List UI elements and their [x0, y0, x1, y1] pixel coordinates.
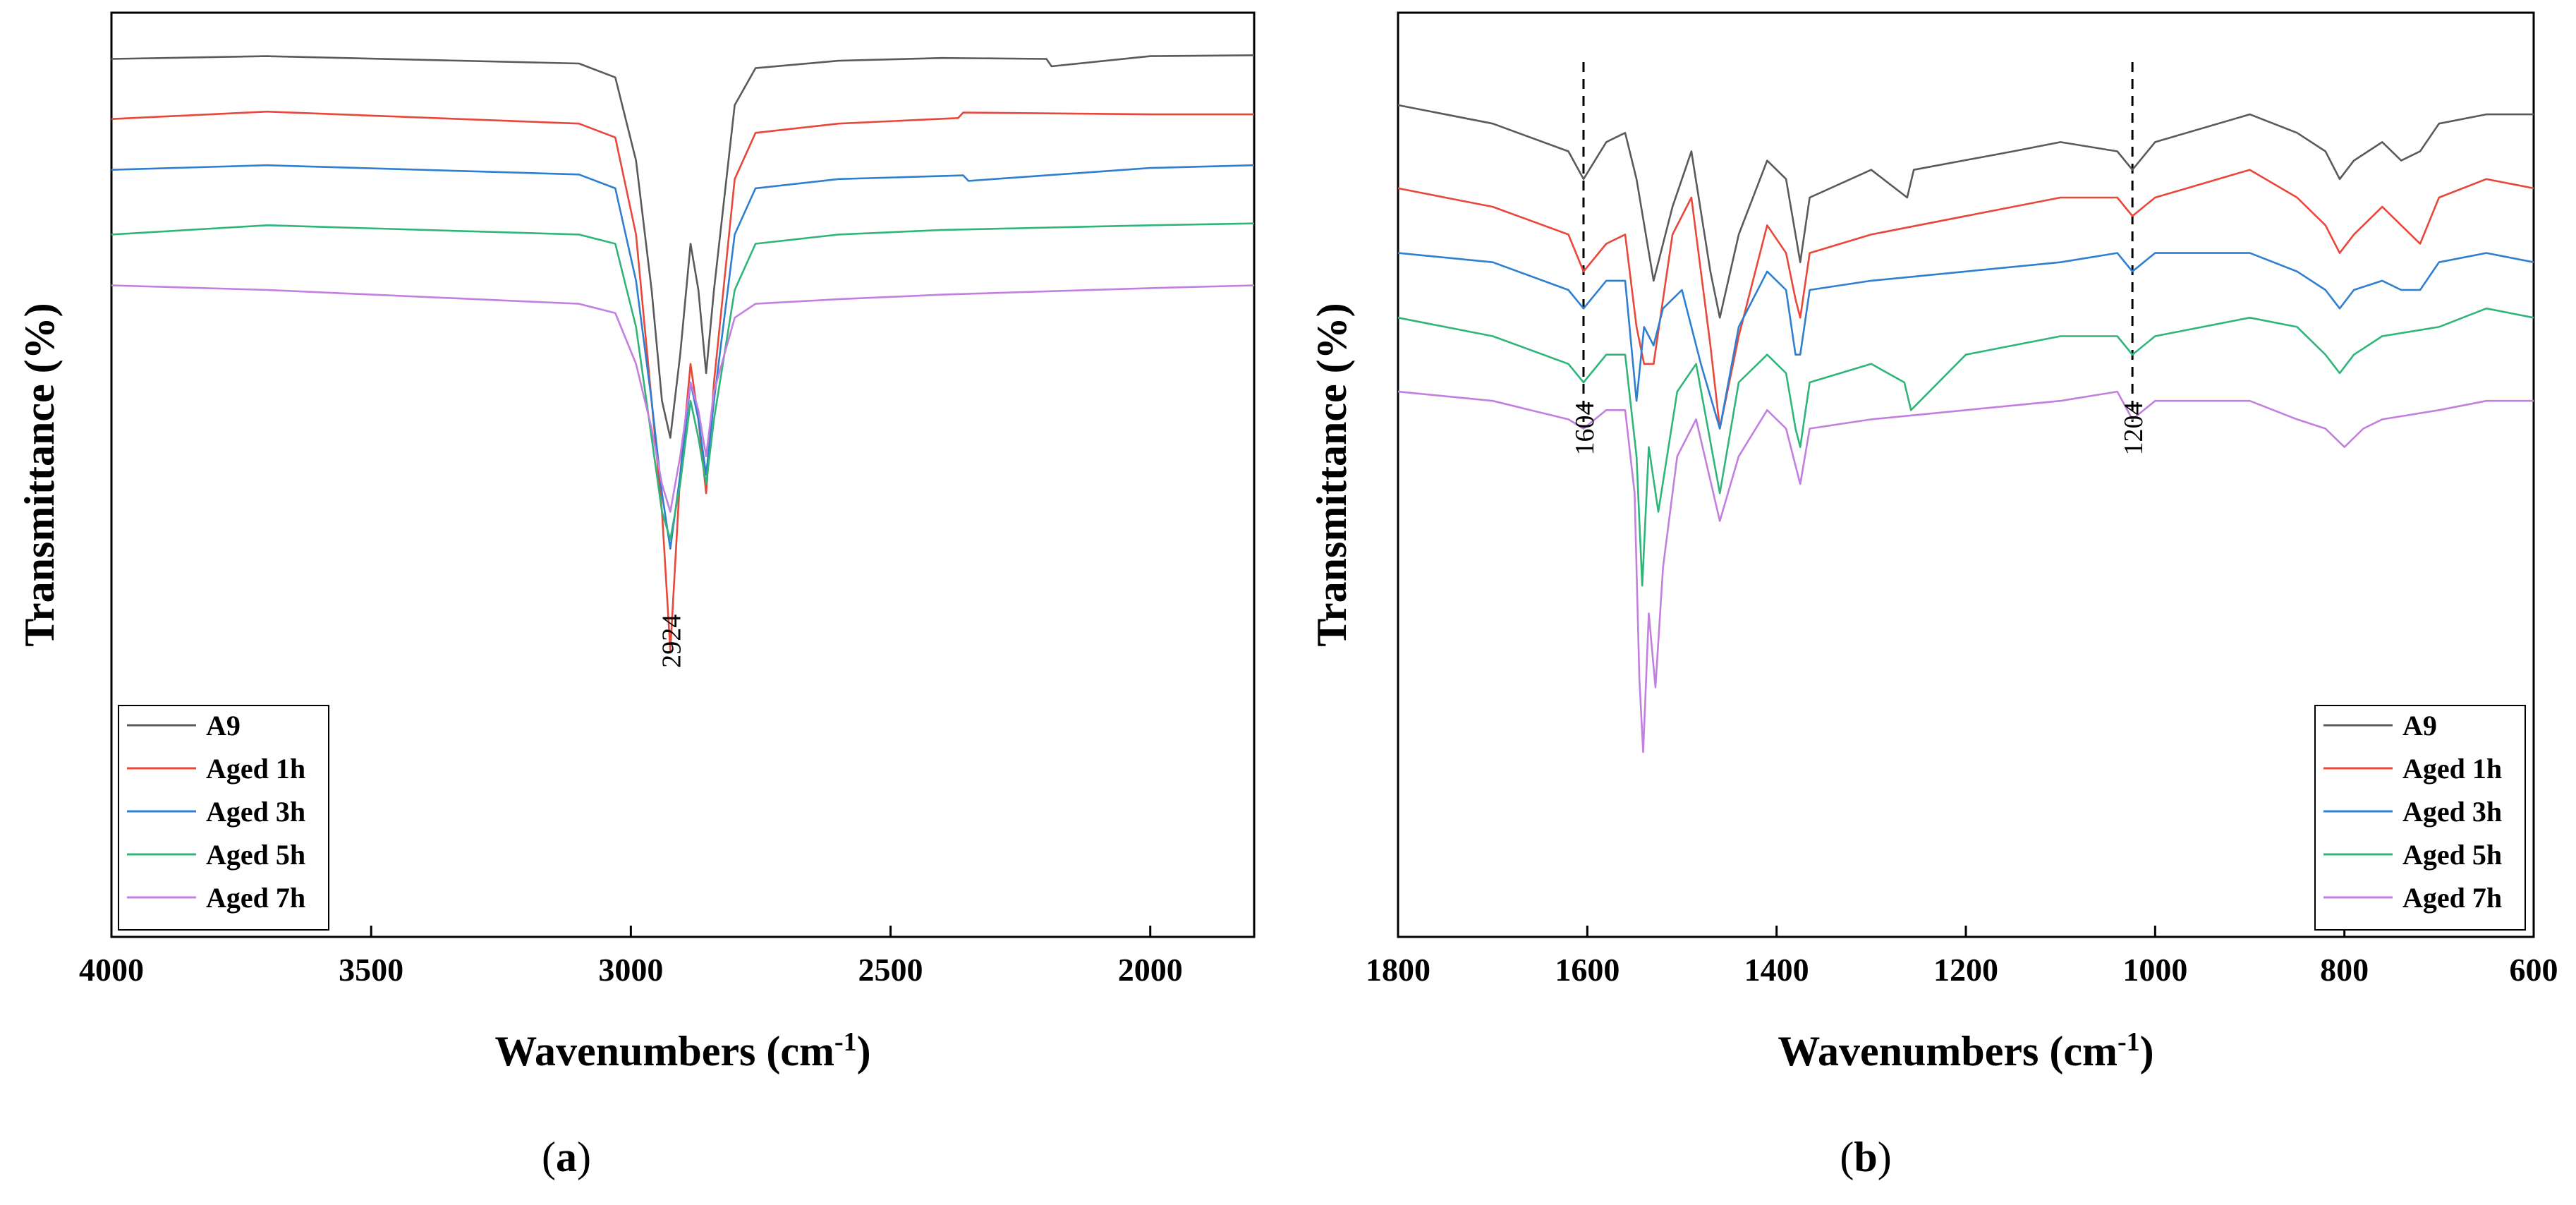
series-line-aged-3h: [1397, 252, 2534, 430]
x-axis-label-b: Wavenumbers (cm-1): [1778, 1027, 2153, 1074]
legend-entry: Aged 1h: [206, 753, 305, 785]
peak-annotation: 1204: [2119, 402, 2149, 456]
x-axis-label-a: Wavenumbers (cm-1): [494, 1027, 870, 1074]
series-lines-a: [111, 54, 1255, 652]
x-tick-label: 600: [2510, 952, 2558, 988]
series-line-a9: [111, 54, 1255, 439]
x-tick-label: 1400: [1744, 952, 1809, 988]
series-line-aged-7h: [111, 284, 1255, 513]
x-tick-label: 1600: [1555, 952, 1620, 988]
y-axis-label-b: Transmittance (%): [1308, 303, 1355, 646]
legend-entry: Aged 7h: [2402, 882, 2502, 914]
x-ticks-b: 1800 1600 1400 1200 1000 800 600: [1366, 926, 2558, 988]
x-tick-label: 3500: [339, 952, 403, 988]
series-line-aged-5h: [1397, 307, 2534, 587]
series-line-aged-3h: [111, 164, 1255, 550]
legend-entry: Aged 7h: [206, 882, 305, 914]
legend-box-b: [2314, 705, 2526, 931]
annotations-a: 2924: [657, 614, 686, 668]
legend-entry: A9: [2402, 710, 2437, 741]
legend-b: A9 Aged 1h Aged 3h Aged 5h Aged 7h: [2314, 705, 2526, 931]
plot-frame-a: [110, 11, 1256, 938]
peak-annotation: 2924: [657, 614, 686, 668]
x-tick-label: 4000: [79, 952, 144, 988]
x-tick-label: 800: [2320, 952, 2369, 988]
x-tick-label: 2000: [1118, 952, 1183, 988]
marker-lines-b: [1582, 62, 2134, 422]
legend-a: A9 Aged 1h Aged 3h Aged 5h Aged 7h: [118, 705, 329, 931]
series-line-aged-1h: [111, 110, 1254, 652]
legend-entry: Aged 5h: [206, 839, 305, 871]
legend-box-a: [118, 705, 329, 931]
legend-entry: Aged 3h: [206, 796, 305, 828]
legend-entry: A9: [206, 710, 241, 741]
series-line-a9: [1397, 104, 2534, 319]
series-lines-b: [1397, 104, 2534, 753]
peak-annotation: 1604: [1570, 402, 1600, 456]
x-tick-label: 1200: [1933, 952, 1998, 988]
x-tick-label: 2500: [858, 952, 923, 988]
y-axis-label-a: Transmittance (%): [16, 303, 63, 646]
legend-entry: Aged 1h: [2402, 753, 2502, 785]
panel-label-a: (a): [542, 1134, 591, 1180]
series-line-aged-5h: [111, 222, 1255, 540]
panel-a: 4000 3500 3000 2500 2000 2924 A9 Aged 1h Aged …: [16, 11, 1256, 1180]
legend-entry: Aged 5h: [2402, 839, 2502, 871]
series-line-aged-7h: [1397, 390, 2534, 753]
x-tick-label: 1800: [1366, 952, 1430, 988]
series-line-aged-1h: [1397, 169, 2534, 430]
panel-label-b: (b): [1840, 1134, 1891, 1180]
x-ticks-a: 4000 3500 3000 2500 2000: [79, 926, 1183, 988]
annotations-b: 1604 1204: [1570, 402, 2149, 456]
x-tick-label: 3000: [598, 952, 663, 988]
panel-b: 1800 1600 1400 1200 1000 800 600 1604 1204 A9 Ag…: [1308, 11, 2558, 1180]
x-tick-label: 1000: [2122, 952, 2187, 988]
legend-entry: Aged 3h: [2402, 796, 2502, 828]
